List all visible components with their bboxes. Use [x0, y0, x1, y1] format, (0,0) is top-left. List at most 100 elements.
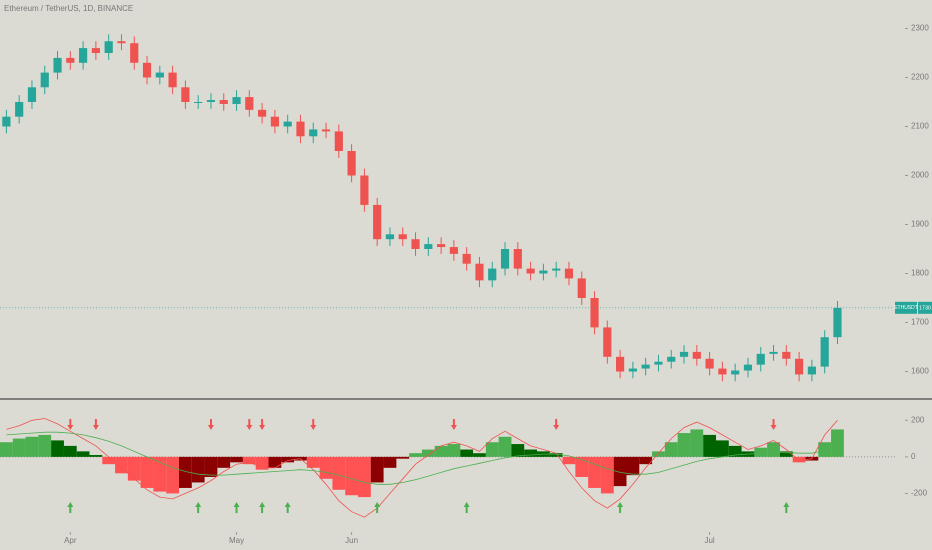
histogram-bar [485, 442, 499, 457]
histogram-bar [12, 438, 26, 457]
histogram-bar [818, 442, 832, 457]
chart-title: Ethereum / TetherUS, 1D, BINANCE [4, 4, 133, 13]
y-tick-label: -200 [911, 489, 928, 498]
histogram-bar [767, 442, 780, 457]
histogram-bar [140, 456, 154, 488]
buy-arrow [195, 502, 202, 513]
histogram-bar [447, 444, 461, 457]
sell-arrow [450, 419, 457, 430]
histogram-bar [204, 456, 218, 477]
buy-arrow [233, 502, 240, 513]
oscillator-line [6, 418, 838, 518]
histogram-bar [25, 436, 39, 457]
histogram-bar [409, 453, 422, 457]
candle-body [692, 351, 701, 359]
histogram-bar [217, 456, 231, 468]
x-tick-label: Apr [64, 536, 77, 545]
candle-body [142, 62, 152, 78]
candle-body [833, 307, 842, 338]
histogram-bar [166, 456, 179, 494]
candle-body [398, 234, 407, 240]
candle-body [411, 239, 420, 249]
sell-arrow [246, 419, 253, 430]
sell-arrow [553, 419, 560, 430]
histogram-bar [690, 429, 704, 457]
candle-body [219, 100, 228, 104]
buy-arrow [617, 502, 624, 513]
histogram-bar [831, 429, 844, 457]
candle-body [718, 368, 727, 375]
candle-body [820, 337, 829, 367]
sell-arrow [207, 419, 214, 430]
histogram-bar [76, 451, 90, 457]
candle-body [654, 361, 663, 365]
candle-body [91, 48, 100, 53]
histogram-bar [421, 449, 435, 457]
sell-arrow [770, 419, 777, 430]
candle-body [2, 116, 11, 127]
price-label: 1730 [919, 305, 931, 311]
y-tick-label: 0 [911, 452, 916, 461]
sell-arrow [92, 419, 99, 430]
histogram-bar [779, 451, 793, 457]
candle-body [334, 131, 343, 151]
candle-body [104, 41, 113, 53]
symbol-label: ETHUSDT [894, 305, 918, 311]
histogram-bar [0, 442, 13, 457]
candle-body [258, 109, 267, 117]
histogram-bar [127, 456, 141, 481]
y-tick-label: 1700 [911, 318, 929, 327]
histogram-bar [524, 449, 537, 457]
histogram-bar [792, 456, 806, 463]
histogram-bar [191, 456, 205, 483]
histogram-bar [626, 456, 640, 476]
candle-body [462, 253, 471, 264]
candle-body [117, 41, 126, 44]
histogram-bar [562, 456, 576, 465]
candle-body [475, 263, 484, 281]
buy-arrow [259, 502, 266, 513]
histogram-bar [115, 456, 128, 474]
candle-body [40, 72, 49, 88]
histogram-bar [63, 445, 77, 457]
histogram-bar [51, 440, 64, 457]
histogram-bar [179, 456, 192, 488]
candle-body [705, 358, 714, 369]
histogram-bar [498, 436, 512, 457]
candle-body [168, 72, 177, 88]
histogram-bar [716, 440, 729, 457]
candle-body [616, 356, 625, 372]
candle-body [15, 102, 24, 117]
histogram-bar [153, 456, 167, 492]
candle-body [564, 268, 574, 279]
candle-body [373, 204, 382, 240]
candle-body [795, 358, 804, 375]
y-tick-label: 1600 [911, 367, 929, 376]
candle-body [743, 364, 753, 371]
candle-body [270, 116, 279, 127]
histogram-bar [588, 456, 601, 488]
price-label-box [918, 301, 932, 314]
histogram-bar [600, 456, 614, 494]
histogram-bar [268, 456, 282, 468]
buy-arrow [284, 502, 291, 513]
candle-body [526, 268, 535, 274]
candle-body [628, 368, 637, 372]
candle-body [27, 87, 37, 102]
candle-body [309, 129, 318, 137]
histogram-bar [319, 456, 333, 479]
histogram-bar [358, 456, 371, 498]
candle-body [245, 97, 254, 110]
y-tick-label: 1800 [911, 269, 929, 278]
histogram-bar [332, 456, 346, 490]
candle-body [513, 249, 522, 269]
candle-body [641, 364, 650, 369]
buy-arrow [67, 502, 74, 513]
candle-body [321, 129, 331, 132]
oscillator-line [6, 431, 838, 485]
candle-body [667, 356, 676, 362]
histogram-bar [383, 456, 397, 468]
candle-body [155, 72, 164, 78]
candle-body [552, 268, 561, 271]
